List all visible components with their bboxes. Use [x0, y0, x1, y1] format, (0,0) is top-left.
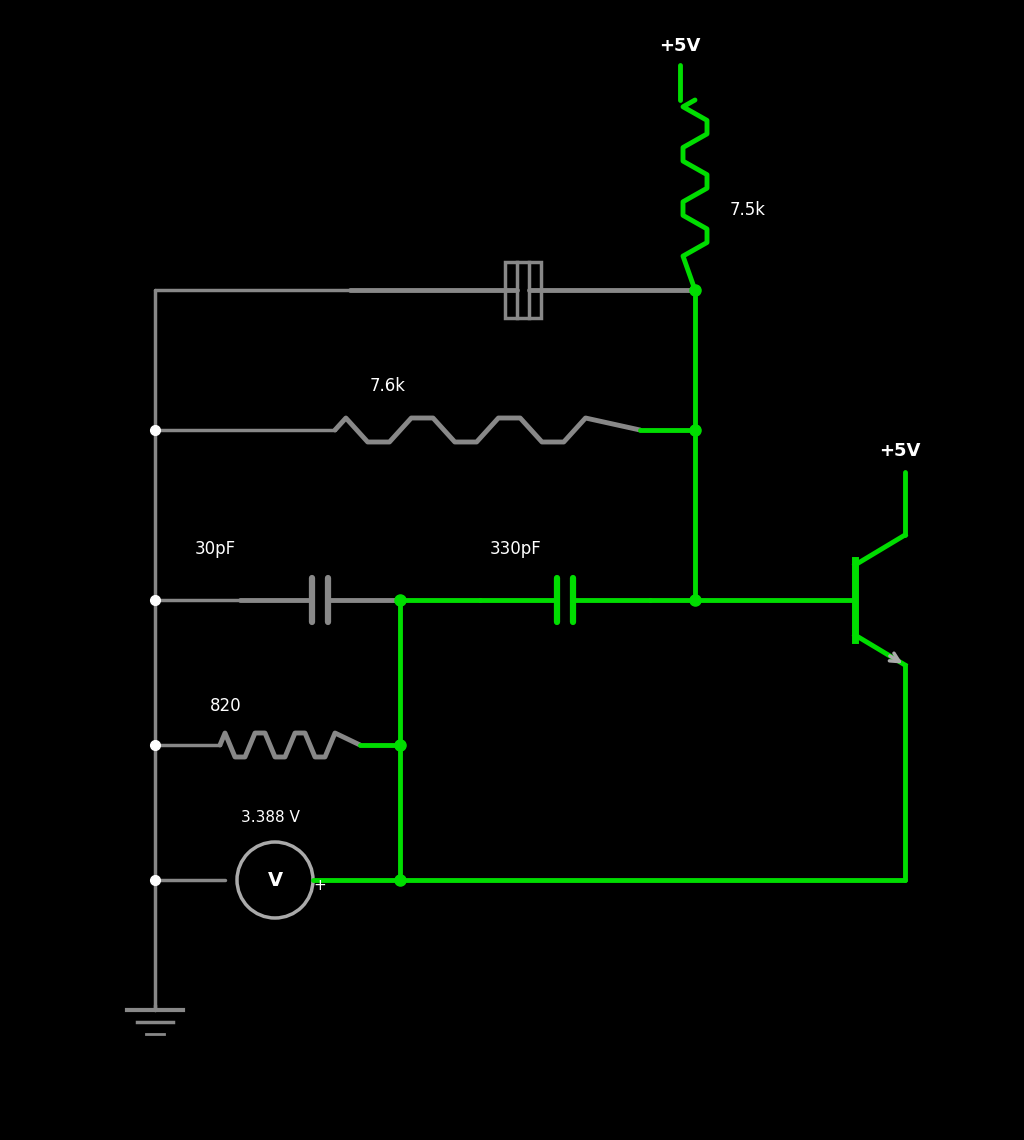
Text: 7.6k: 7.6k	[370, 377, 406, 394]
Text: +5V: +5V	[659, 36, 700, 55]
Text: 330pF: 330pF	[490, 540, 542, 557]
Text: 3.388 V: 3.388 V	[241, 811, 299, 825]
Text: 7.5k: 7.5k	[730, 201, 766, 219]
Text: +: +	[313, 878, 326, 893]
Text: 30pF: 30pF	[195, 540, 237, 557]
Text: +5V: +5V	[880, 442, 921, 461]
Bar	[505, 262, 541, 318]
Text: 820: 820	[210, 697, 242, 715]
Text: V: V	[267, 871, 283, 889]
